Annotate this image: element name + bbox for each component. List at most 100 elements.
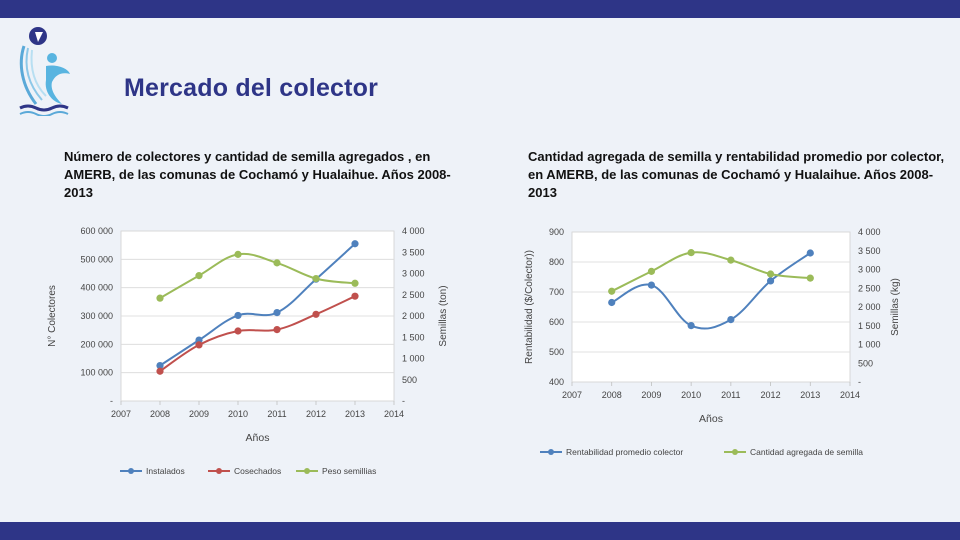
x-axis-label: Años [246,432,270,444]
y2-tick-label: 500 [858,358,873,368]
data-point-rentabilidad-promedio-colector [766,277,775,285]
x-tick-label: 2012 [761,390,781,400]
data-point-peso-semillias [156,294,164,302]
y-tick-label: 400 000 [80,283,113,293]
x-tick-label: 2008 [150,409,170,419]
data-point-cosechados [234,327,242,335]
y2-tick-label: - [402,396,405,406]
x-tick-label: 2013 [345,409,365,419]
y-tick-label: 800 [549,257,564,267]
legend-label-cosechados: Cosechados [234,466,281,476]
y2-tick-label: 3 500 [402,247,425,257]
x-axis-label: Años [699,413,723,425]
y-tick-label: 500 [549,347,564,357]
y2-tick-label: 2 500 [402,290,425,300]
data-point-instalados [234,311,242,320]
legend-label-peso-semillias: Peso semillias [322,466,376,476]
y2-tick-label: 3 500 [858,246,881,256]
chart-colectores-semillas: - 100 000 200 000 300 000 400 000 500 000 600 … [47,226,449,476]
y2-tick-label: 4 000 [402,226,425,236]
y2-tick-label: 1 000 [858,340,881,350]
data-point-instalados [273,309,281,317]
data-point-cantidad-agregada-de-semilla [766,270,775,278]
y2-tick-label: 3 000 [858,265,881,275]
data-point-peso-semillias [351,279,359,287]
page-title: Mercado del colector [124,74,379,102]
x-tick-label: 2014 [840,390,860,400]
y-tick-label: 300 000 [80,311,113,321]
y-tick-label: 200 000 [80,339,113,349]
chart-rentabilidad-semillas: 400 500 600 700 800 900 - 500 1 000 1 500 2 000 2 5… [524,227,901,457]
y-tick-label: 600 000 [80,226,113,236]
x-tick-label: 2011 [721,390,740,400]
y-tick-label: 700 [549,287,564,297]
data-point-rentabilidad-promedio-colector [608,298,616,307]
y2-tick-label: 4 000 [858,227,881,237]
series-line-instalados [159,243,356,367]
legend-marker-rentabilidad-promedio-colector [548,449,554,455]
chart-title-colectores: Número de colectores y cantidad de semil… [64,149,451,200]
data-point-cosechados [312,310,320,318]
legend-label-cantidad-agregada-de-semilla: Cantidad agregada de semilla [750,447,863,457]
y2-tick-label: 2 000 [402,311,425,321]
x-tick-label: 2011 [267,409,286,419]
y-axis-label: N° Colectores [47,285,58,347]
x-tick-label: 2007 [111,409,131,419]
data-point-rentabilidad-promedio-colector [727,316,735,324]
y-tick-label: 500 000 [80,254,113,264]
data-point-cosechados [273,326,281,334]
y-tick-label: 400 [549,377,564,387]
y2-tick-label: 2 500 [858,283,881,293]
data-point-rentabilidad-promedio-colector [687,322,695,330]
data-point-peso-semillias [195,272,203,280]
legend-marker-cosechados [216,468,222,474]
series-line-peso-semillias [159,252,356,300]
data-point-cantidad-agregada-de-semilla [608,287,616,295]
data-point-cantidad-agregada-de-semilla [806,274,814,282]
y2-tick-label: 1 000 [402,354,425,364]
top-banner [0,0,960,18]
series-line-cosechados [159,295,356,373]
x-tick-label: 2009 [189,409,209,419]
legend-marker-cantidad-agregada-de-semilla [732,449,738,455]
x-tick-label: 2008 [602,390,622,400]
data-point-cosechados [156,367,164,375]
x-tick-label: 2013 [800,390,820,400]
x-tick-label: 2010 [228,409,248,419]
data-point-peso-semillias [273,259,281,267]
series-line-cantidad-agregada-de-semilla [611,251,811,293]
fishing-foundation-logo-icon [19,27,70,116]
legend-label-rentabilidad-promedio-colector: Rentabilidad promedio colector [566,447,683,457]
legend-marker-instalados [128,468,134,474]
chart-title-rentabilidad: Cantidad agregada de semilla y rentabili… [528,149,945,200]
bottom-banner [0,522,960,540]
x-tick-label: 2009 [641,390,661,400]
legend-marker-peso-semillias [304,468,310,474]
data-point-instalados [156,361,164,370]
data-point-rentabilidad-promedio-colector [806,249,814,257]
y-tick-label: 100 000 [80,368,113,378]
y-axis-label: Rentabilidad ($/Colector)) [524,250,535,364]
y-tick-label: 600 [549,317,564,327]
y-tick-label: - [110,396,113,406]
data-point-peso-semillias [312,275,320,283]
y2-tick-label: 2 000 [858,302,881,312]
y2-tick-label: 500 [402,375,417,385]
legend-label-instalados: Instalados [146,466,185,476]
y-tick-label: 900 [549,227,564,237]
data-point-instalados [351,240,359,248]
x-tick-label: 2007 [562,390,582,400]
y2-tick-label: 1 500 [402,332,425,342]
data-point-rentabilidad-promedio-colector [647,281,656,289]
x-tick-label: 2012 [306,409,326,419]
y2-tick-label: - [858,377,861,387]
data-point-cosechados [195,341,203,349]
data-point-peso-semillias [234,250,242,258]
x-tick-label: 2010 [681,390,701,400]
y2-tick-label: 1 500 [858,321,881,331]
x-tick-label: 2014 [384,409,404,419]
y2-tick-label: 3 000 [402,269,425,279]
data-point-cantidad-agregada-de-semilla [727,256,735,264]
y2-axis-label: Semillas (kg) [890,278,901,336]
series-line-rentabilidad-promedio-colector [611,252,811,330]
